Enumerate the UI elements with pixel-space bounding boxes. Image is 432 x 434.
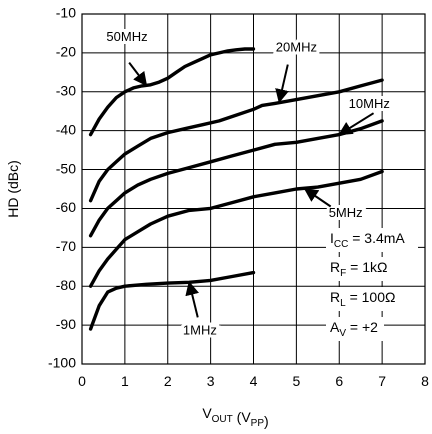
annotation-halo: 20MHz bbox=[276, 40, 317, 55]
series-line-50mhz bbox=[88, 47, 256, 137]
condition-bg bbox=[326, 228, 418, 252]
y-tick-label: -60 bbox=[56, 199, 76, 215]
y-tick-label: -10 bbox=[56, 5, 76, 21]
y-tick-label: -90 bbox=[56, 316, 76, 332]
condition-rl: RL = 100Ω bbox=[330, 289, 395, 309]
annotation-arrow-10mhz bbox=[338, 112, 375, 136]
y-tick-label: -100 bbox=[48, 355, 76, 371]
x-tick-label: 5 bbox=[292, 373, 300, 389]
x-tick-label: 8 bbox=[421, 373, 429, 389]
x-tick-label: 2 bbox=[164, 373, 172, 389]
x-tick-label: 4 bbox=[250, 373, 258, 389]
series-line-10mhz bbox=[88, 119, 384, 238]
annotation-label-10mhz: 10MHz bbox=[349, 96, 390, 111]
x-tick-label: 6 bbox=[335, 373, 343, 389]
annotations: 50MHz50MHz20MHz20MHz10MHz10MHz5MHz5MHz1M… bbox=[103, 26, 392, 341]
x-tick-label: 7 bbox=[378, 373, 386, 389]
annotation-halo: 1MHz bbox=[183, 322, 217, 337]
annotation-arrow-1mhz bbox=[185, 280, 199, 318]
annotation-halo: 5MHz bbox=[329, 205, 363, 220]
condition-rf: RF = 1kΩ bbox=[330, 259, 387, 279]
annotation-label-1mhz: 1MHz bbox=[183, 322, 217, 337]
y-axis-label: HD (dBc) bbox=[5, 160, 21, 218]
y-tick-label: -80 bbox=[56, 277, 76, 293]
annotation-label-20mhz: 20MHz bbox=[276, 40, 317, 55]
axes: 0 1 2 3 4 5 6 7 8 -100 -90 -80 -70 -60 -50 -40 -30 -20 -10… bbox=[5, 5, 429, 429]
annotation-halo: 10MHz bbox=[349, 96, 390, 111]
condition-bg bbox=[326, 257, 394, 281]
annotation-arrow-5mhz bbox=[303, 188, 332, 208]
x-tick-label: 0 bbox=[78, 373, 86, 389]
annotation-arrow-20mhz bbox=[275, 64, 289, 104]
annotation-arrow-50mhz bbox=[128, 62, 148, 87]
x-tick-label: 3 bbox=[207, 373, 215, 389]
series-group bbox=[88, 47, 384, 331]
annotation-halo: 50MHz bbox=[106, 29, 147, 44]
series-line-1mhz bbox=[88, 270, 256, 331]
x-tick-label: 1 bbox=[121, 373, 129, 389]
y-tick-label: -50 bbox=[56, 160, 76, 176]
series-line-5mhz bbox=[88, 169, 384, 288]
y-tick-label: -20 bbox=[56, 44, 76, 60]
x-axis-label: VOUT (VPP) bbox=[202, 405, 268, 429]
y-tick-label: -40 bbox=[56, 121, 76, 137]
plot-frame bbox=[81, 13, 426, 365]
annotation-label-5mhz: 5MHz bbox=[329, 205, 363, 220]
test-conditions: ICC = 3.4mA RF = 1kΩ RL = 100Ω AV = +2 bbox=[326, 228, 418, 341]
condition-icc: ICC = 3.4mA bbox=[330, 230, 405, 250]
condition-bg bbox=[326, 287, 406, 311]
condition-bg bbox=[326, 317, 384, 341]
y-tick-label: -70 bbox=[56, 238, 76, 254]
series-line-20mhz bbox=[88, 78, 384, 203]
annotation-label-50mhz: 50MHz bbox=[106, 29, 147, 44]
condition-av: AV = +2 bbox=[330, 319, 378, 339]
y-tick-label: -30 bbox=[56, 82, 76, 98]
